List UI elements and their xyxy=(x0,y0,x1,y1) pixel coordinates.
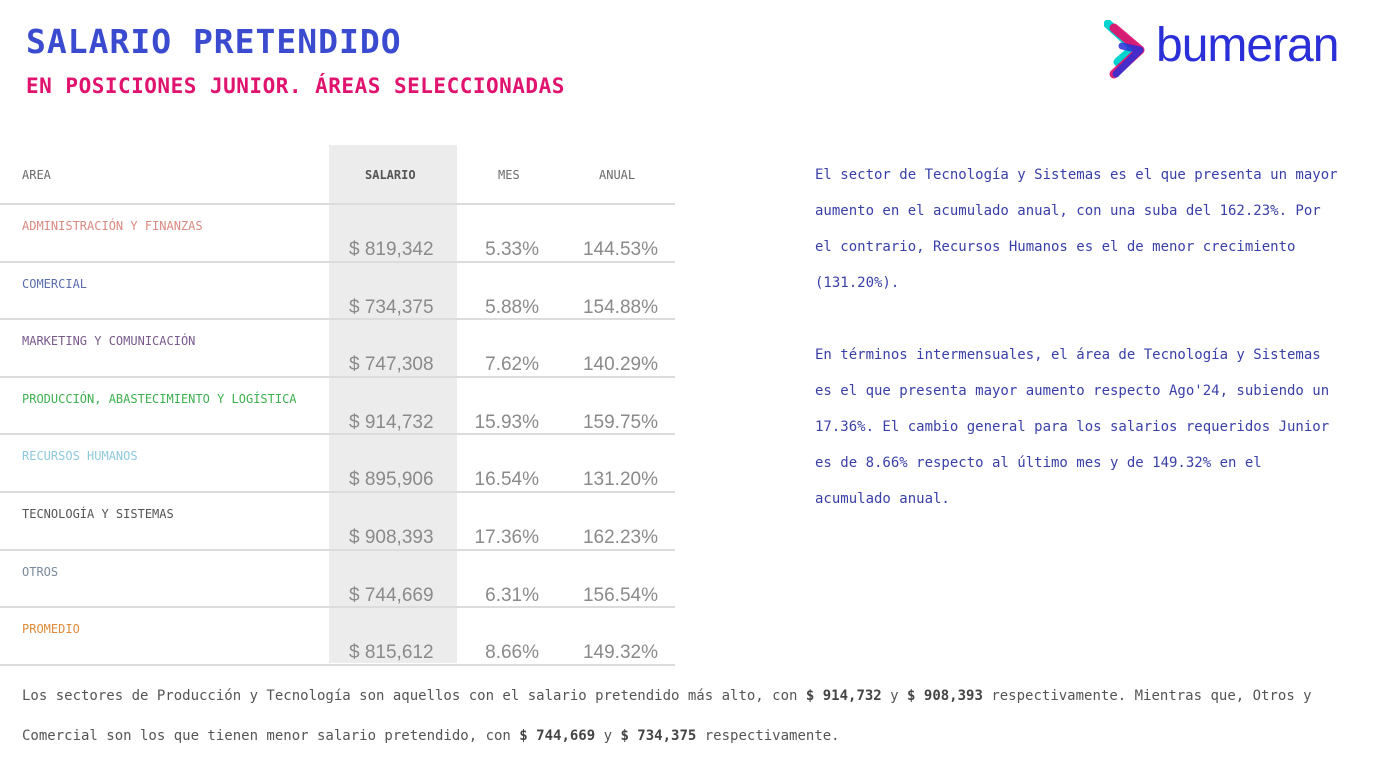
row-salario-value: $ 747,308 xyxy=(349,354,434,376)
row-salario-value: $ 744,669 xyxy=(349,584,434,606)
bumeran-logo: bumeran xyxy=(1104,18,1374,80)
row-area-label: ADMINISTRACIÓN Y FINANZAS xyxy=(22,219,203,233)
footer-text-5: respectivamente. xyxy=(696,728,840,744)
page-title: SALARIO PRETENDIDO xyxy=(26,22,402,61)
table-row: PRODUCCIÓN, ABASTECIMIENTO Y LOGÍSTICA $ … xyxy=(0,378,675,436)
row-mes-value: 16.54% xyxy=(474,469,539,491)
row-mes-value: 5.88% xyxy=(485,296,539,318)
row-area-label: MARKETING Y COMUNICACIÓN xyxy=(22,334,196,349)
row-area-label: PROMEDIO xyxy=(22,622,80,637)
side-note-monthly: En términos intermensuales, el área de T… xyxy=(815,347,1330,507)
row-anual-value: 156.54% xyxy=(582,584,658,606)
table-row: TECNOLOGÍA Y SISTEMAS $ 908,393 17.36% 162.… xyxy=(0,493,675,551)
table-row: COMERCIAL $ 734,375 5.88% 154.88% xyxy=(0,263,675,321)
row-area-label: TECNOLOGÍA Y SISTEMAS xyxy=(22,506,174,521)
footer-value-1: $ 914,732 xyxy=(805,688,882,704)
footer-text-1: Los sectores de Producción y Tecnología … xyxy=(22,688,806,704)
row-area-label: COMERCIAL xyxy=(22,276,88,291)
row-salario-value: $ 819,342 xyxy=(349,239,434,260)
table-row: MARKETING Y COMUNICACIÓN $ 747,308 7.62% 14… xyxy=(0,320,675,378)
row-mes-value: 6.31% xyxy=(485,584,539,606)
row-area-label: PRODUCCIÓN, ABASTECIMIENTO Y LOGÍSTICA xyxy=(22,391,297,406)
row-mes-value: 5.33% xyxy=(485,239,539,260)
footer-value-2: $ 908,393 xyxy=(907,688,983,704)
bumeran-logo-mark xyxy=(1104,20,1145,79)
row-anual-value: 149.32% xyxy=(582,642,658,664)
table-row: PROMEDIO $ 815,612 8.66% 149.32% xyxy=(0,608,675,666)
table-row: RECURSOS HUMANOS $ 895,906 16.54% 131.20% xyxy=(0,435,675,493)
row-salario-value: $ 895,906 xyxy=(349,469,434,491)
row-salario-value: $ 908,393 xyxy=(349,526,434,548)
table-header: AREA SALARIO MES ANUAL xyxy=(0,145,675,205)
row-anual-value: 159.75% xyxy=(582,411,658,433)
table-row: ADMINISTRACIÓN Y FINANZAS $ 819,342 5.33% 1… xyxy=(0,205,675,263)
row-anual-value: 140.29% xyxy=(582,354,658,376)
row-mes-value: 7.62% xyxy=(485,354,539,376)
row-anual-value: 131.20% xyxy=(582,469,658,491)
row-area-label: RECURSOS HUMANOS xyxy=(22,449,138,464)
footer-text-2: y xyxy=(881,688,908,704)
column-header-mes: MES xyxy=(498,168,520,182)
salary-table: AREA SALARIO MES ANUAL ADMINISTRACIÓN Y … xyxy=(0,145,675,666)
footer-summary: Los sectores de Producción y Tecnología … xyxy=(22,676,1362,756)
row-mes-value: 8.66% xyxy=(485,642,539,664)
row-anual-value: 144.53% xyxy=(582,239,658,260)
page-subtitle: EN POSICIONES JUNIOR. ÁREAS SELECCIONADA… xyxy=(26,74,565,98)
side-note-annual: El sector de Tecnología y Sistemas es el… xyxy=(815,167,1338,291)
footer-text-3: respectivamente. Mientras que, Otros y C… xyxy=(22,688,1312,744)
row-anual-value: 154.88% xyxy=(582,296,658,318)
row-anual-value: 162.23% xyxy=(582,526,658,548)
column-header-anual: ANUAL xyxy=(599,168,636,182)
row-salario-value: $ 815,612 xyxy=(349,642,434,664)
table-row: OTROS $ 744,669 6.31% 156.54% xyxy=(0,551,675,609)
row-area-label: OTROS xyxy=(22,564,59,579)
footer-value-4: $ 734,375 xyxy=(620,728,697,744)
column-header-area: AREA xyxy=(22,168,51,182)
salary-column-highlight xyxy=(329,145,457,663)
bumeran-logo-text: bumeran xyxy=(1156,19,1339,72)
row-mes-value: 15.93% xyxy=(474,411,539,433)
column-header-salario: SALARIO xyxy=(365,168,416,182)
row-mes-value: 17.36% xyxy=(474,526,539,548)
footer-value-3: $ 744,669 xyxy=(519,728,596,744)
row-salario-value: $ 914,732 xyxy=(349,411,434,433)
row-salario-value: $ 734,375 xyxy=(349,296,434,318)
footer-text-4: y xyxy=(595,728,621,744)
